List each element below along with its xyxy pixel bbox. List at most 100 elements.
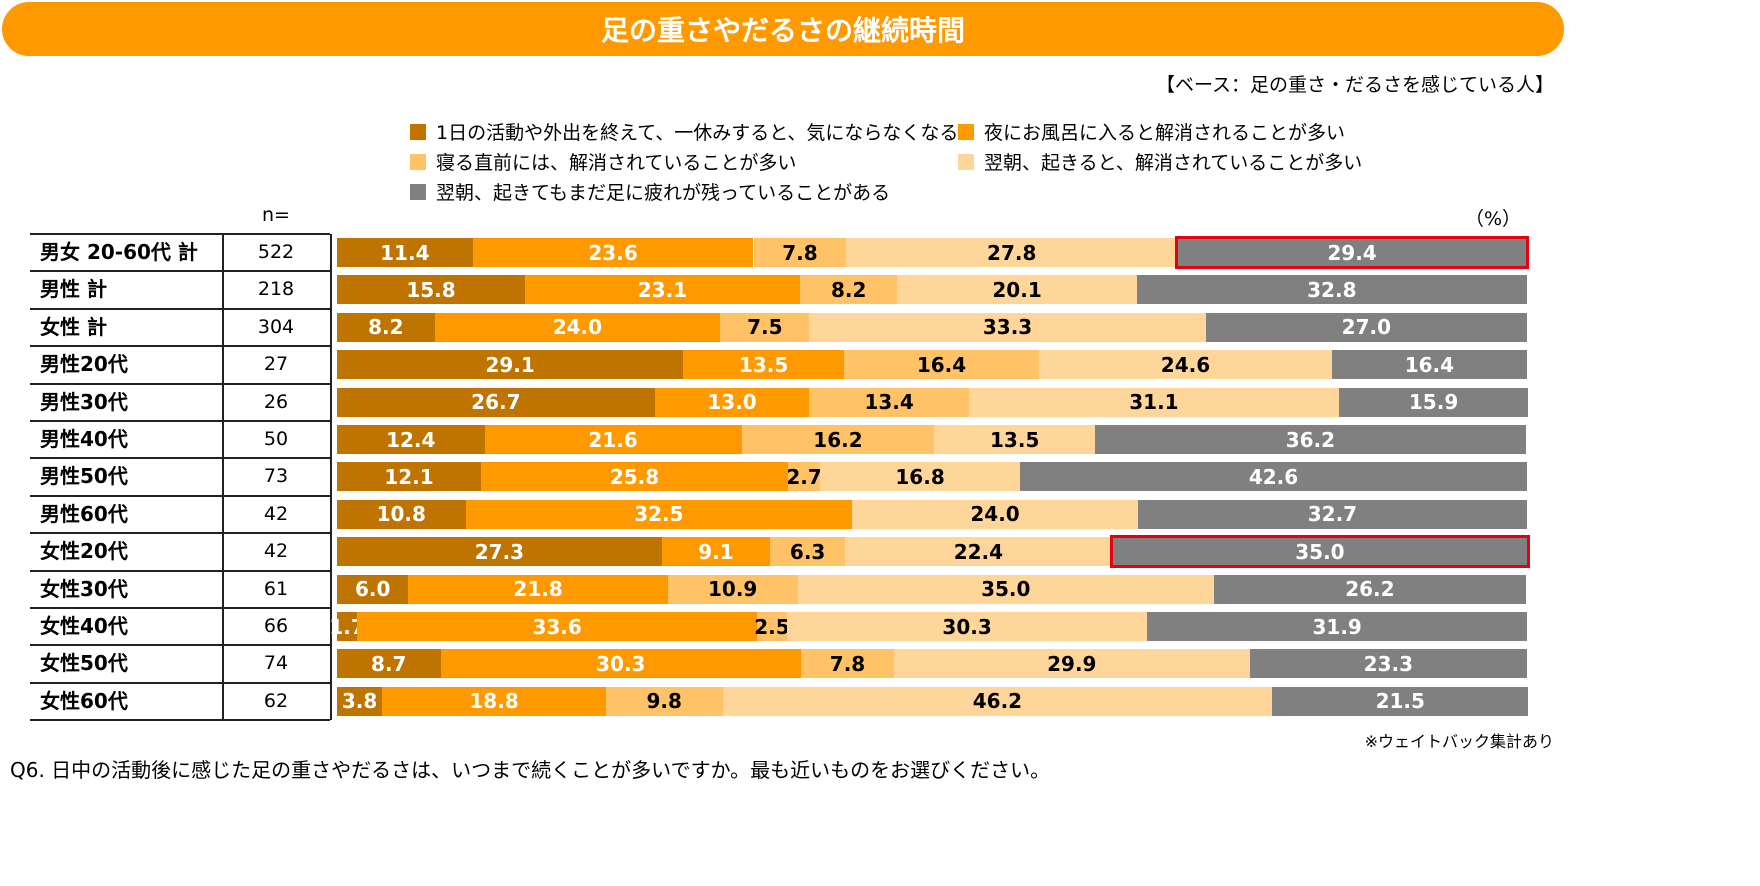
bar-row: 男性 計 218 xyxy=(30,271,1530,308)
column-divider xyxy=(330,234,332,721)
bar-segment: 24.6 xyxy=(1039,350,1332,380)
legend-label: 1日の活動や外出を終えて、一休みすると、気にならなくなる xyxy=(436,122,959,144)
bar-segment: 9.8 xyxy=(605,686,723,716)
data-label: 13.4 xyxy=(864,390,914,415)
n-value: 26 xyxy=(263,390,289,413)
data-label: 26.2 xyxy=(1345,577,1395,602)
highlight-box xyxy=(1109,535,1531,569)
bar-segment: 35.0 xyxy=(1111,537,1529,567)
bar-segment: 13.0 xyxy=(654,387,810,417)
data-label: 35.0 xyxy=(1295,539,1345,564)
n-value: 62 xyxy=(263,689,289,712)
bar-segment: 21.6 xyxy=(484,425,742,454)
n-value: 66 xyxy=(263,615,289,637)
data-label: 13.5 xyxy=(738,352,789,377)
bar-segment: 32.8 xyxy=(1136,275,1527,305)
data-label: 16.8 xyxy=(895,464,945,489)
bar-segment: 3.8 xyxy=(337,686,383,716)
data-label: 12.1 xyxy=(384,464,434,489)
n-value: 61 xyxy=(263,577,289,600)
data-label: 8.2 xyxy=(368,315,404,340)
footnote: ※ウェイトバック集計あり xyxy=(1364,732,1554,751)
bar-segment: 21.5 xyxy=(1272,686,1529,716)
row-divider xyxy=(30,420,330,422)
category-label: 女性20代 xyxy=(40,539,128,564)
n-value: 42 xyxy=(263,540,289,563)
bar-segment: 11.4 xyxy=(337,238,473,267)
category-label: 男性50代 xyxy=(40,464,128,489)
data-label: 29.9 xyxy=(1047,651,1097,676)
data-label: 27.3 xyxy=(474,539,525,564)
data-label: 46.2 xyxy=(972,689,1023,714)
bar-segment: 7.5 xyxy=(720,312,810,342)
bar-segment: 9.1 xyxy=(661,537,771,567)
bar-row: 女性 計 304 xyxy=(30,309,1530,346)
bar-segment: 6.0 xyxy=(337,574,409,604)
category-label: 女性30代 xyxy=(40,576,128,601)
bar-segment: 21.8 xyxy=(408,574,668,604)
bar-segment: 8.7 xyxy=(337,649,441,679)
data-label: 16.2 xyxy=(813,427,863,452)
row-divider xyxy=(30,532,330,535)
legend-swatch xyxy=(410,183,426,200)
bar-segment: 20.1 xyxy=(897,275,1137,305)
data-label: 24.6 xyxy=(1160,352,1211,377)
legend-label: 翌朝、起きると、解消されていることが多い xyxy=(984,152,1363,174)
bar-segment: 35.0 xyxy=(797,574,1215,604)
data-label: 24.0 xyxy=(552,315,603,340)
bar-segment: 24.0 xyxy=(434,312,721,342)
data-label: 10.9 xyxy=(707,577,758,602)
category-label: 女性60代 xyxy=(40,688,128,713)
data-label: 7.8 xyxy=(829,651,866,676)
data-label: 31.1 xyxy=(1129,390,1179,415)
row-divider xyxy=(30,233,330,235)
bar-segment: 26.2 xyxy=(1214,574,1526,604)
n-value: 50 xyxy=(263,428,289,450)
bar-row: 男性20代 27 xyxy=(30,346,1530,383)
bar-segment: 13.4 xyxy=(809,387,969,417)
bar-segment: 31.1 xyxy=(968,387,1339,417)
data-label: 11.4 xyxy=(380,240,430,265)
data-label: 13.0 xyxy=(707,390,757,415)
bar-row: 男性30代 26 xyxy=(30,384,1530,421)
data-label: 29.1 xyxy=(485,352,535,377)
bar-segment: 27.8 xyxy=(846,238,1178,267)
bar-segment: 7.8 xyxy=(753,238,847,267)
data-label: 21.8 xyxy=(513,577,563,602)
bar-segment: 27.0 xyxy=(1205,312,1527,342)
data-label: 21.6 xyxy=(588,427,638,452)
bar-segment: 32.7 xyxy=(1137,499,1527,529)
bar-segment: 23.1 xyxy=(525,275,800,305)
data-label: 8.2 xyxy=(830,277,867,302)
bar-row: 女性30代 61 xyxy=(30,571,1530,608)
data-label: 23.1 xyxy=(637,277,688,302)
data-label: 2.7 xyxy=(786,464,822,489)
data-label: 27.0 xyxy=(1341,315,1392,340)
bar-segment: 32.5 xyxy=(465,499,853,529)
bar-row: 女性20代 42 xyxy=(30,533,1530,570)
bar-segment: 25.8 xyxy=(480,462,788,492)
n-value: 522 xyxy=(257,241,295,263)
bar-row: 男性50代 73 xyxy=(30,458,1530,495)
bar-segment: 2.5 xyxy=(754,612,790,641)
row-divider xyxy=(30,457,330,460)
data-label: 16.4 xyxy=(916,352,967,377)
data-label: 21.5 xyxy=(1375,689,1425,714)
bar-segment: 36.2 xyxy=(1095,425,1526,454)
bar-row: 女性60代 62 xyxy=(30,683,1530,720)
data-label: 15.8 xyxy=(406,277,456,302)
bar-segment: 15.8 xyxy=(337,275,526,305)
n-value: 27 xyxy=(263,353,289,376)
legend-item: 夜にお風呂に入ると解消されることが多い xyxy=(958,118,1345,145)
data-label: 30.3 xyxy=(596,651,646,676)
category-label: 女性 計 xyxy=(40,314,107,339)
n-value: 218 xyxy=(257,278,295,301)
column-divider xyxy=(222,234,224,721)
row-divider xyxy=(30,607,330,609)
data-label: 2.5 xyxy=(754,614,790,639)
bar-segment: 30.3 xyxy=(440,649,802,679)
bar-segment: 33.6 xyxy=(357,612,758,641)
data-label: 32.7 xyxy=(1307,502,1358,527)
data-label: 18.8 xyxy=(469,689,519,714)
data-label: 12.4 xyxy=(386,427,436,452)
